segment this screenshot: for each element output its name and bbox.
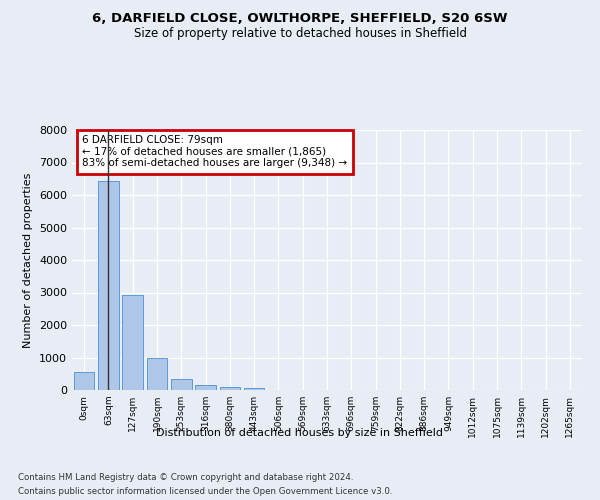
Bar — [244, 388, 265, 390]
Text: Size of property relative to detached houses in Sheffield: Size of property relative to detached ho… — [133, 28, 467, 40]
Bar — [74, 372, 94, 390]
Y-axis label: Number of detached properties: Number of detached properties — [23, 172, 34, 348]
Bar — [122, 295, 143, 390]
Text: Distribution of detached houses by size in Sheffield: Distribution of detached houses by size … — [157, 428, 443, 438]
Bar — [220, 387, 240, 390]
Text: Contains public sector information licensed under the Open Government Licence v3: Contains public sector information licen… — [18, 488, 392, 496]
Bar — [146, 358, 167, 390]
Bar — [98, 182, 119, 390]
Text: Contains HM Land Registry data © Crown copyright and database right 2024.: Contains HM Land Registry data © Crown c… — [18, 472, 353, 482]
Bar — [195, 385, 216, 390]
Bar — [171, 380, 191, 390]
Text: 6, DARFIELD CLOSE, OWLTHORPE, SHEFFIELD, S20 6SW: 6, DARFIELD CLOSE, OWLTHORPE, SHEFFIELD,… — [92, 12, 508, 26]
Text: 6 DARFIELD CLOSE: 79sqm
← 17% of detached houses are smaller (1,865)
83% of semi: 6 DARFIELD CLOSE: 79sqm ← 17% of detache… — [82, 135, 347, 168]
